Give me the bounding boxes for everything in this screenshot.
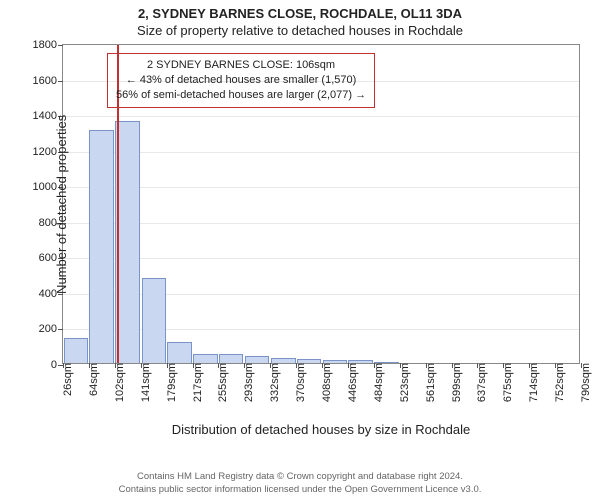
x-tick-label: 255sqm [211, 363, 229, 402]
plot-area: 02004006008001000120014001600180026sqm64… [62, 44, 580, 364]
x-tick-label: 484sqm [366, 363, 384, 402]
x-tick-label: 790sqm [574, 363, 592, 402]
annotation-line: ← 43% of detached houses are smaller (1,… [116, 73, 366, 88]
x-tick-label: 26sqm [56, 363, 74, 396]
x-tick-label: 102sqm [107, 363, 125, 402]
chart-title-line1: 2, SYDNEY BARNES CLOSE, ROCHDALE, OL11 3… [0, 0, 600, 21]
histogram-bar [271, 358, 295, 363]
histogram-bar [193, 354, 217, 363]
gridline-h [63, 223, 579, 224]
x-tick-label: 561sqm [419, 363, 437, 402]
x-tick-label: 714sqm [522, 363, 540, 402]
x-tick-label: 217sqm [185, 363, 203, 402]
histogram-bar [89, 130, 113, 363]
annotation-box: 2 SYDNEY BARNES CLOSE: 106sqm← 43% of de… [107, 53, 375, 108]
y-tick-label: 1800 [33, 39, 63, 51]
histogram-bar [245, 356, 269, 363]
chart-container: 2, SYDNEY BARNES CLOSE, ROCHDALE, OL11 3… [0, 0, 600, 500]
x-tick-label: 408sqm [315, 363, 333, 402]
histogram-bar [323, 360, 347, 363]
x-tick-label: 370sqm [289, 363, 307, 402]
histogram-bar [64, 338, 88, 363]
gridline-h [63, 187, 579, 188]
x-tick-label: 446sqm [341, 363, 359, 402]
x-axis-label: Distribution of detached houses by size … [62, 422, 580, 437]
footer-line1: Contains HM Land Registry data © Crown c… [0, 471, 600, 483]
footer-attribution: Contains HM Land Registry data © Crown c… [0, 471, 600, 496]
footer-line2: Contains public sector information licen… [0, 484, 600, 496]
x-tick-label: 675sqm [496, 363, 514, 402]
histogram-bar [219, 354, 243, 363]
x-tick-label: 332sqm [263, 363, 281, 402]
gridline-h [63, 116, 579, 117]
x-tick-label: 141sqm [134, 363, 152, 402]
x-tick-label: 752sqm [548, 363, 566, 402]
y-tick-label: 1600 [33, 75, 63, 87]
histogram-bar [348, 360, 372, 363]
histogram-bar [374, 362, 398, 363]
x-tick-label: 599sqm [444, 363, 462, 402]
y-tick-label: 200 [39, 323, 63, 335]
histogram-bar [142, 278, 166, 363]
gridline-h [63, 258, 579, 259]
gridline-h [63, 294, 579, 295]
x-tick-label: 523sqm [393, 363, 411, 402]
x-tick-label: 179sqm [160, 363, 178, 402]
annotation-line: 2 SYDNEY BARNES CLOSE: 106sqm [116, 58, 366, 73]
gridline-h [63, 152, 579, 153]
y-axis-label: Number of detached properties [54, 115, 69, 294]
x-tick-label: 293sqm [237, 363, 255, 402]
gridline-h [63, 329, 579, 330]
histogram-bar [297, 359, 321, 363]
chart-title-line2: Size of property relative to detached ho… [0, 21, 600, 38]
histogram-bar [167, 342, 191, 363]
x-tick-label: 637sqm [470, 363, 488, 402]
x-tick-label: 64sqm [82, 363, 100, 396]
annotation-line: 56% of semi-detached houses are larger (… [116, 88, 366, 103]
